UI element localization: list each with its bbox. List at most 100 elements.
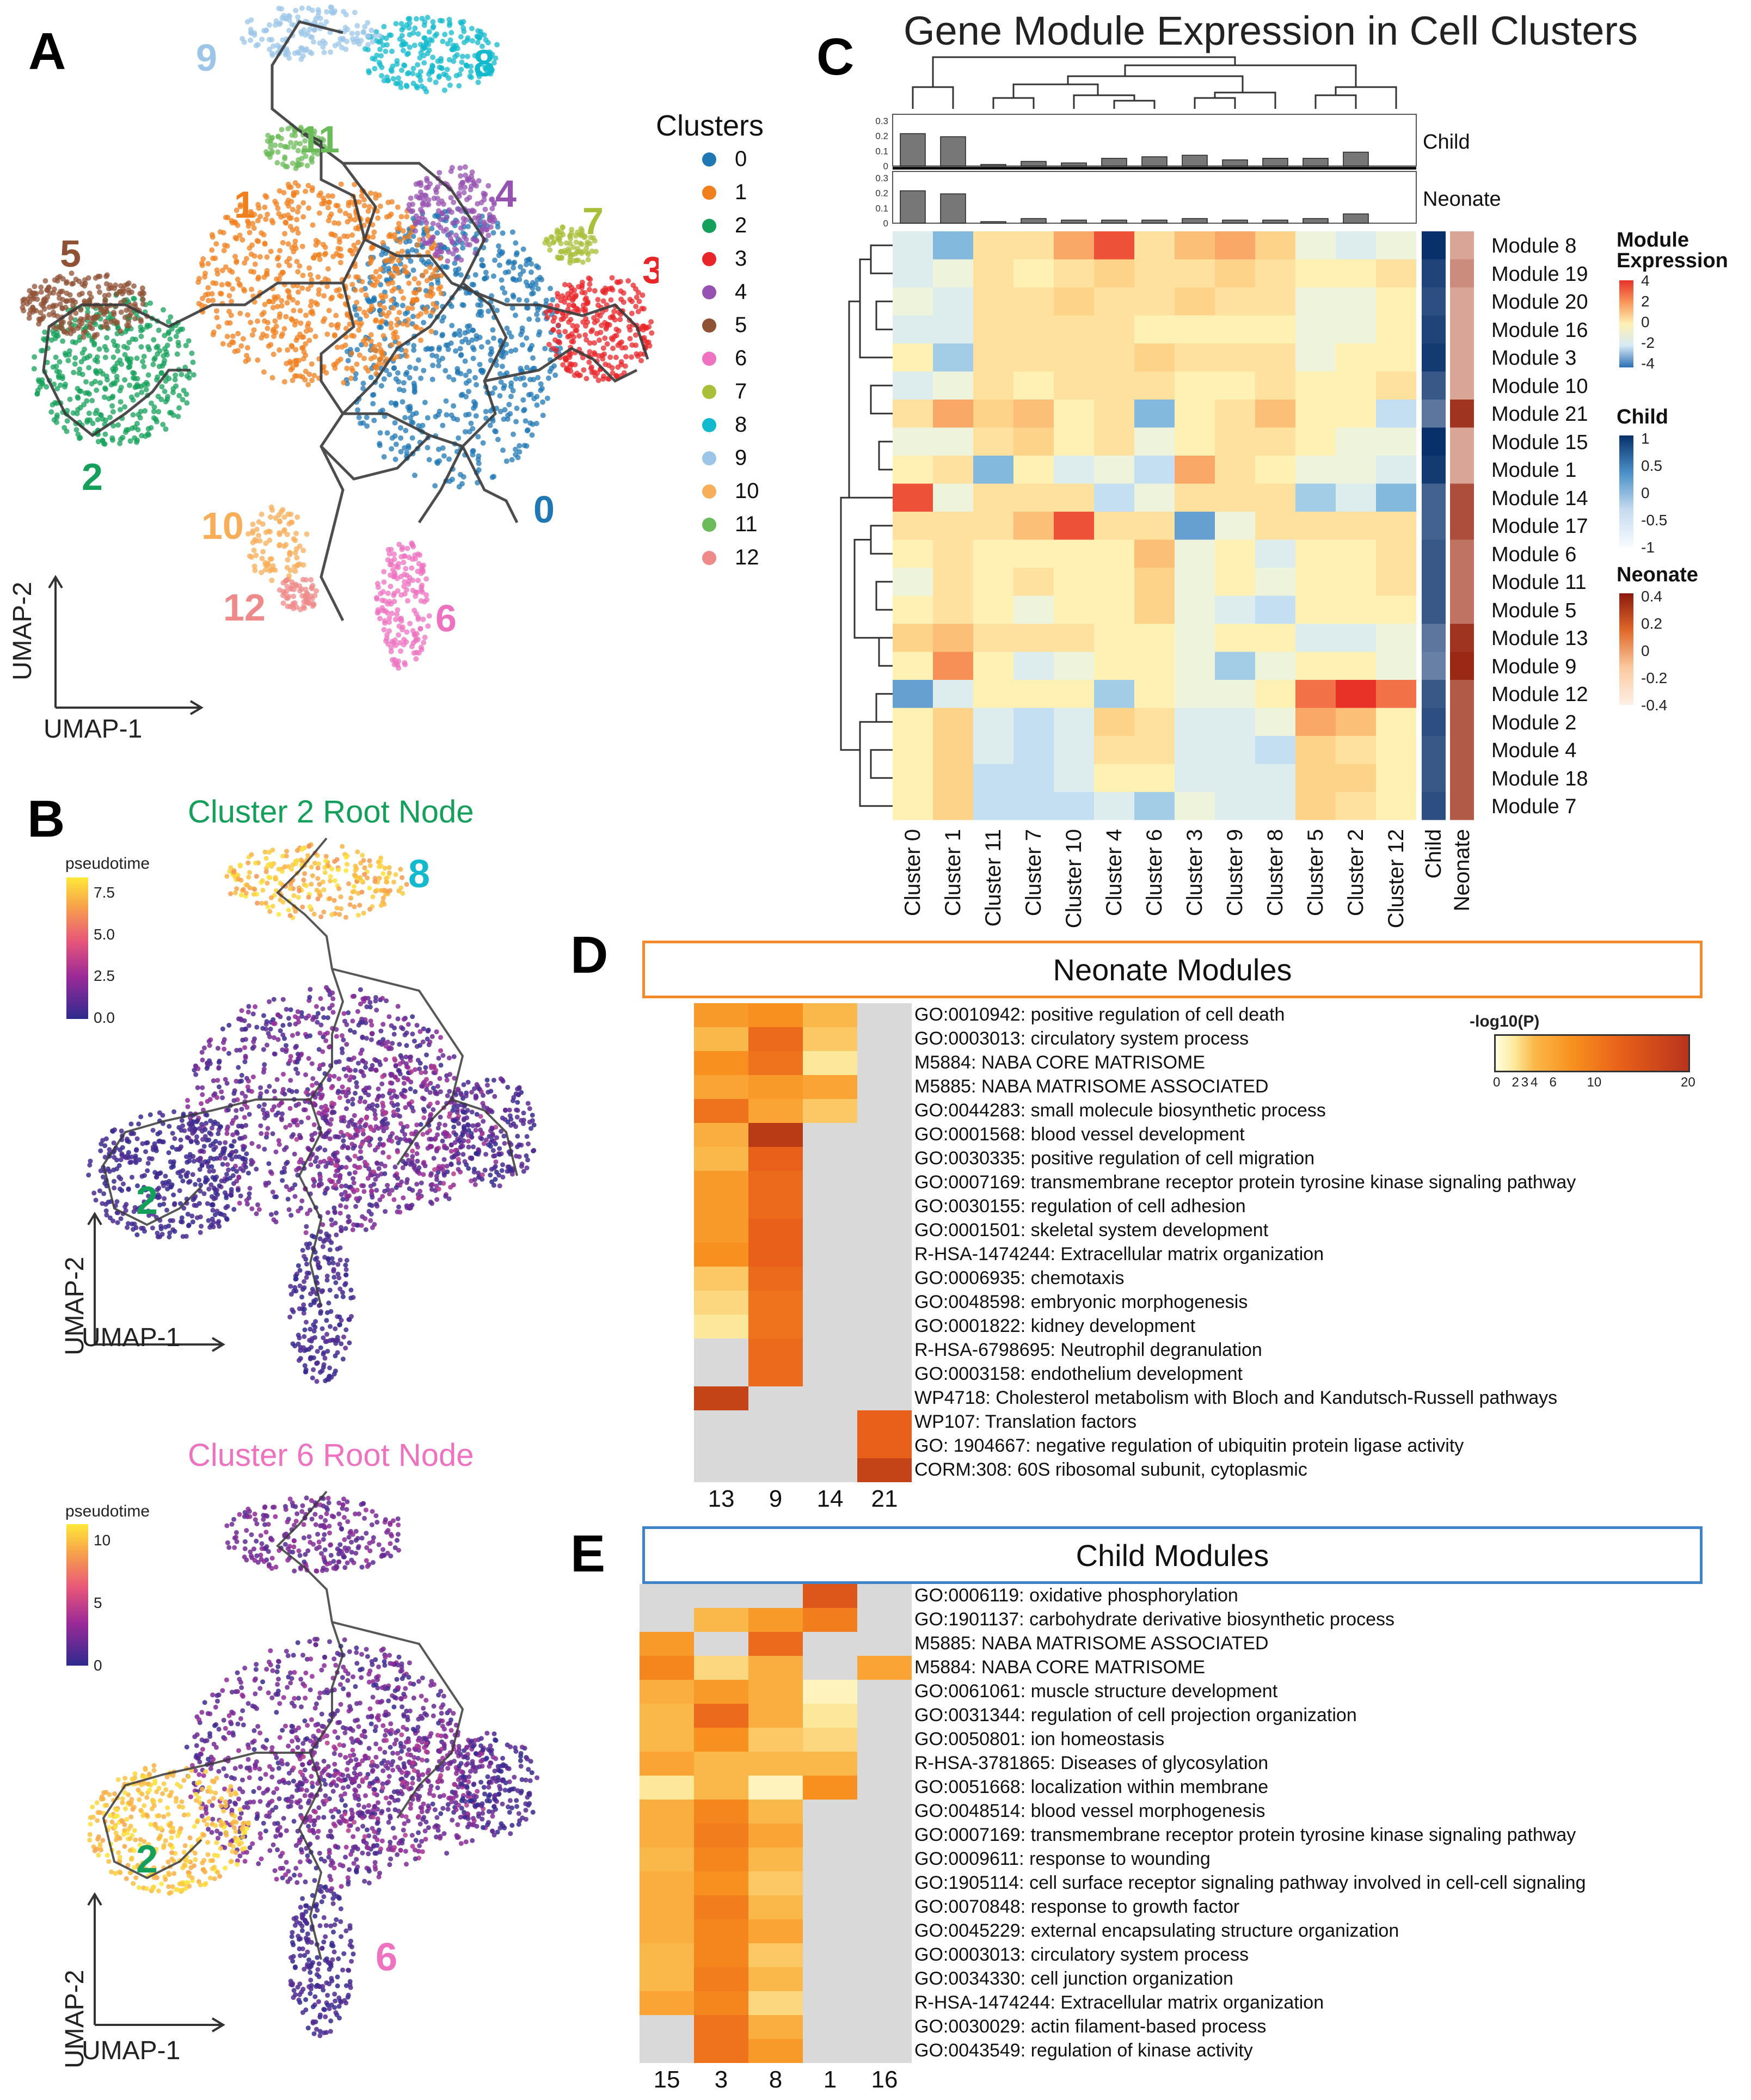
- child-enrichment-cell: [748, 1752, 803, 1776]
- pseudotime-tick: 7.5: [94, 884, 115, 901]
- heatmap-cell: [893, 539, 933, 568]
- child-enrichment-cell: [640, 2039, 694, 2063]
- umap-a-axis-y: UMAP-2: [8, 581, 37, 680]
- enrichment-term: GO:0030335: positive regulation of cell …: [914, 1148, 1315, 1169]
- child-enrichment-cell: [694, 1943, 748, 1967]
- module-label: Module 7: [1491, 795, 1577, 818]
- heatmap-cell: [1175, 539, 1215, 568]
- umap-a-label-3: 3: [642, 249, 659, 291]
- heatmap-cell: [1295, 736, 1336, 764]
- child-enrichment-cell: [640, 1776, 694, 1800]
- heatmap-cell: [1054, 652, 1094, 680]
- child-enrichment-cell: [640, 1871, 694, 1895]
- neonate-enrichment-cell: [857, 1123, 912, 1147]
- umap-b-bottom-label-2: 2: [136, 1838, 158, 1881]
- neonate-enrichment-cell: [748, 1027, 803, 1051]
- cluster-swatch: [702, 251, 716, 266]
- heatmap-cell: [1134, 708, 1175, 736]
- neonate-enrichment-cell: [748, 1171, 803, 1195]
- heatmap-cell: [1175, 764, 1215, 792]
- child-bar: [1021, 161, 1047, 167]
- cluster-swatch: [702, 152, 716, 167]
- pval-tick: 2: [1512, 1075, 1519, 1090]
- neonate-annotation-cell: [1450, 259, 1474, 287]
- neonate-enrichment-cell: [803, 1171, 857, 1195]
- umap-clusters-plot: 9 8 11 1 4 7 3 5 2 0 10 12 6: [20, 4, 659, 715]
- panel-e-letter: E: [570, 1525, 606, 1583]
- umap-b-top-axis-x: UMAP-1: [82, 1323, 181, 1352]
- pseudotime-tick: 5.0: [94, 925, 115, 943]
- heatmap-cell: [933, 400, 973, 428]
- heatmap-cell: [1094, 427, 1134, 456]
- child-annotation-cell: [1422, 315, 1446, 343]
- child-enrichment-cell: [748, 1632, 803, 1656]
- heatmap-cell: [1215, 456, 1255, 484]
- child-enrichment-cell: [803, 1656, 857, 1680]
- heatmap-cell: [1295, 595, 1336, 624]
- neonate-enrichment-cell: [748, 1315, 803, 1338]
- child-annotation-cell: [1422, 456, 1446, 484]
- cluster-legend-label: 9: [735, 446, 747, 470]
- child-enrichment-cell: [857, 1847, 912, 1871]
- heatmap-cell: [1295, 512, 1336, 540]
- heatmap-cell: [893, 343, 933, 372]
- heatmap-cell: [893, 568, 933, 596]
- heatmap-cell: [1295, 287, 1336, 316]
- heatmap-cell: [1336, 287, 1376, 316]
- child-enrichment-cell: [803, 2015, 857, 2039]
- neonate-enrichment-cell: [857, 1362, 912, 1386]
- heatmap-cell: [1134, 568, 1175, 596]
- heatmap-cell: [1295, 680, 1336, 708]
- neonate-bar-label: Neonate: [1423, 188, 1501, 211]
- cluster-col-label: Cluster 5: [1304, 828, 1328, 916]
- neonate-enrichment-cell: [748, 1147, 803, 1171]
- neonate-bar: [1262, 219, 1288, 224]
- enrichment-term: GO:0031344: regulation of cell projectio…: [914, 1705, 1357, 1726]
- neonate-enrichment-cell: [694, 1027, 748, 1051]
- neonate-enrichment-cell: [857, 1338, 912, 1362]
- module-label: Module 10: [1491, 374, 1588, 398]
- heatmap-cell: [893, 624, 933, 652]
- neonate-enrichment-cell: [803, 1458, 857, 1482]
- umap-a-label-5: 5: [60, 232, 81, 275]
- enrichment-term: M5884: NABA CORE MATRISOME: [914, 1657, 1206, 1678]
- enrichment-term: GO:0030155: regulation of cell adhesion: [914, 1196, 1246, 1217]
- cluster-legend-item: 9: [702, 446, 784, 470]
- neonate-annotation-cell: [1450, 595, 1474, 624]
- heatmap-cell: [1013, 483, 1054, 512]
- heatmap-cell: [1336, 568, 1376, 596]
- pseudotime-tick: 2.5: [94, 967, 115, 985]
- heatmap-cell: [1376, 427, 1416, 456]
- umap-b-bottom-axis-y: UMAP-2: [60, 1969, 89, 2068]
- child-enrichment-cell: [803, 1680, 857, 1704]
- child-annotation-cell: [1422, 371, 1446, 400]
- neonate-enrichment-cell: [857, 1267, 912, 1291]
- neonate-enrichment-cell: [694, 1219, 748, 1243]
- pseudotime-legend-top-title: pseudotime: [65, 855, 150, 873]
- neonate-tick: -0.4: [1641, 697, 1668, 714]
- neonate-colorbar: [1619, 593, 1633, 705]
- neonate-enrichment-cell: [857, 1051, 912, 1075]
- neonate-annotation-cell: [1450, 736, 1474, 764]
- child-enrichment-cell: [857, 1800, 912, 1823]
- heatmap-cell: [933, 371, 973, 400]
- cluster-legend-item: 11: [702, 512, 784, 537]
- heatmap-cell: [1295, 315, 1336, 343]
- heatmap-cell: [933, 764, 973, 792]
- child-bar-label: Child: [1423, 131, 1470, 153]
- enrichment-term: GO:0048598: embryonic morphogenesis: [914, 1292, 1248, 1312]
- cluster-col-label: Cluster 6: [1142, 828, 1166, 916]
- heatmap-cell: [1175, 680, 1215, 708]
- heatmap-cell: [933, 736, 973, 764]
- child-bar: [1343, 151, 1369, 167]
- heatmap-cell: [973, 764, 1013, 792]
- cluster-legend-item: 4: [702, 280, 784, 304]
- heatmap-cell: [1255, 792, 1295, 820]
- heatmap-cell: [933, 680, 973, 708]
- heatmap-cell: [1054, 568, 1094, 596]
- neonate-annotation-cell: [1450, 343, 1474, 372]
- child-enrichment-cell: [694, 1847, 748, 1871]
- child-enrichment-cell: [748, 1967, 803, 1991]
- child-annotation-cell: [1422, 400, 1446, 428]
- heatmap-cell: [1376, 624, 1416, 652]
